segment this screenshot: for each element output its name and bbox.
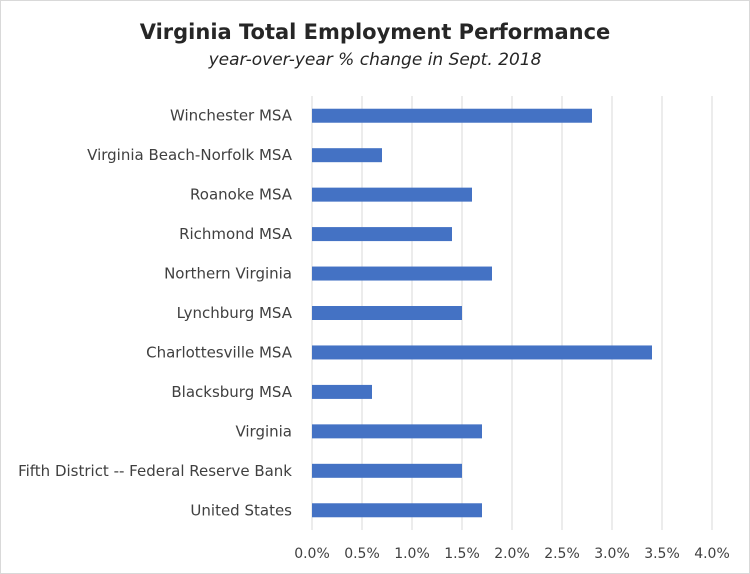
x-tick-label: 1.0% — [394, 546, 430, 562]
category-label: Winchester MSA — [170, 107, 293, 125]
category-label: United States — [190, 501, 292, 519]
bar — [312, 187, 472, 202]
bars — [312, 108, 652, 518]
bar — [312, 108, 592, 123]
category-label: Virginia Beach-Norfolk MSA — [87, 146, 293, 164]
category-label: Charlottesville MSA — [146, 343, 293, 361]
chart-subtitle: year-over-year % change in Sept. 2018 — [208, 50, 542, 70]
x-tick-label: 0.5% — [344, 546, 380, 562]
chart-title: Virginia Total Employment Performance — [139, 20, 611, 44]
bar — [312, 148, 382, 163]
x-tick-label: 2.0% — [494, 546, 530, 562]
category-labels: Winchester MSA Virginia Beach-Norfolk MSA… — [18, 107, 293, 520]
category-label: Fifth District -- Federal Reserve Bank — [18, 462, 292, 480]
bar — [312, 266, 492, 281]
bar — [312, 227, 452, 242]
x-tick-label: 1.5% — [444, 546, 480, 562]
x-tick-label: 4.0% — [694, 546, 730, 562]
x-tick-label: 3.0% — [594, 546, 630, 562]
category-label: Virginia — [235, 422, 292, 440]
category-label: Blacksburg MSA — [171, 383, 292, 401]
category-label: Lynchburg MSA — [177, 304, 293, 322]
x-tick-labels: 0.0% 0.5% 1.0% 1.5% 2.0% 2.5% 3.0% 3.5% 4.0% — [294, 546, 730, 562]
bar — [312, 306, 462, 320]
bar — [312, 345, 652, 360]
category-label: Northern Virginia — [164, 265, 292, 283]
x-tick-label: 0.0% — [294, 546, 330, 562]
x-tick-label: 2.5% — [544, 546, 580, 562]
category-label: Roanoke MSA — [190, 186, 293, 204]
bar — [312, 384, 372, 399]
bar — [312, 424, 482, 439]
bar — [312, 503, 482, 518]
x-tick-label: 3.5% — [644, 546, 680, 562]
bar — [312, 463, 462, 478]
category-label: Richmond MSA — [179, 225, 293, 243]
